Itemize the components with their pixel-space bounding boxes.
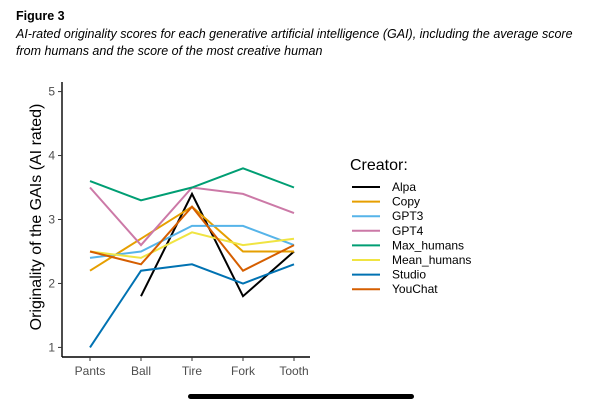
legend-label: Max_humans <box>392 238 464 252</box>
series-line-youchat <box>89 205 295 272</box>
series-line-studio <box>89 263 295 348</box>
x-tick-label: Tire <box>182 364 203 378</box>
y-axis-label: Originality of the GAIs (AI rated) <box>28 104 45 331</box>
y-tick-label: 3 <box>48 213 55 227</box>
legend-label: GPT3 <box>392 209 424 223</box>
legend: Creator: AlpaCopyGPT3GPT4Max_humansMean_… <box>350 157 471 296</box>
legend-label: Studio <box>392 268 426 282</box>
legend-label: GPT4 <box>392 224 424 238</box>
legend-label: Copy <box>392 195 420 209</box>
x-tick-label: Fork <box>231 364 256 378</box>
series-line-max-humans <box>89 167 295 202</box>
legend-label: Alpa <box>392 180 416 194</box>
y-tick-label: 5 <box>48 85 55 99</box>
figure-label: Figure 3 <box>16 9 65 23</box>
series-line-gpt3 <box>89 224 295 259</box>
series-line-alpa <box>140 191 295 298</box>
home-indicator[interactable] <box>188 394 414 399</box>
y-tick-label: 2 <box>48 276 55 290</box>
x-tick-label: Pants <box>75 364 106 378</box>
series-lines <box>89 167 295 348</box>
y-tick-label: 4 <box>48 149 55 163</box>
legend-label: YouChat <box>392 282 438 296</box>
x-tick-label: Tooth <box>279 364 308 378</box>
axes: 1 2 3 4 5 Pants Ball Tire Fork Tooth <box>48 82 310 378</box>
x-tick-label: Ball <box>131 364 151 378</box>
figure-caption: AI-rated originality scores for each gen… <box>16 27 573 58</box>
legend-label: Mean_humans <box>392 253 471 267</box>
y-tick-label: 1 <box>48 340 55 354</box>
legend-title: Creator: <box>350 157 408 174</box>
series-line-mean-humans <box>89 231 295 259</box>
